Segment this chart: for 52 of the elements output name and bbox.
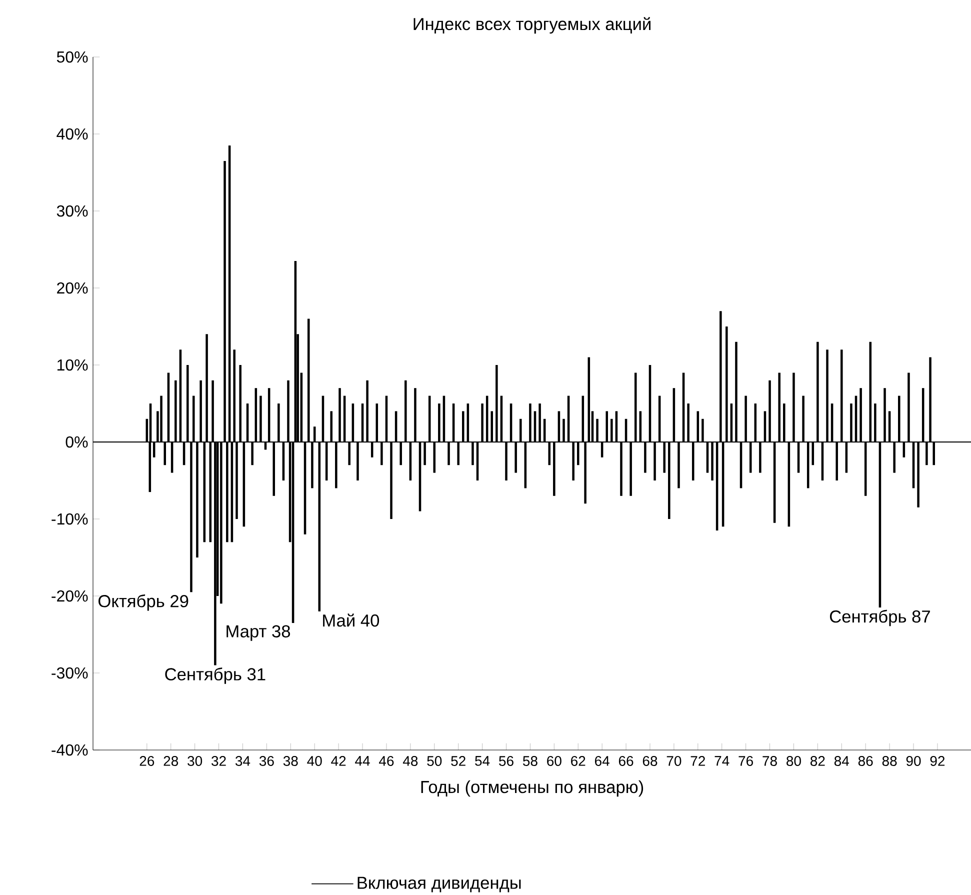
x-axis-title: Годы (отмечены по январю): [421, 780, 644, 797]
y-tick-label: 30%: [56, 205, 88, 217]
x-tick-label: 40: [307, 756, 322, 766]
x-tick-label: 84: [834, 756, 849, 766]
annotation: Сентябрь 87: [830, 610, 930, 626]
x-tick-label: 74: [714, 756, 730, 766]
annotation: Март 38: [226, 625, 290, 641]
x-tick-label: 52: [451, 756, 466, 766]
y-tick-label: 40%: [56, 128, 88, 140]
x-tick-label: 32: [212, 756, 226, 766]
x-tick-label: 76: [738, 756, 753, 766]
x-tick-label: 60: [547, 756, 562, 766]
y-tick-label: 10%: [57, 359, 88, 371]
x-tick-label: 86: [858, 756, 873, 766]
legend-label: Включая дивиденды: [358, 876, 521, 892]
x-tick-label: 72: [690, 756, 705, 766]
y-tick-label: -30%: [52, 667, 88, 679]
x-tick-label: 44: [355, 756, 370, 766]
x-tick-label: 30: [188, 756, 202, 766]
y-tick-label: -20%: [52, 590, 88, 602]
x-tick-label: 68: [642, 756, 658, 766]
chart-title: Индекс всех торгуемых акций: [414, 17, 650, 34]
x-tick-label: 38: [283, 756, 298, 766]
x-tick-label: 36: [259, 756, 274, 766]
annotation: Май 40: [323, 614, 380, 627]
x-tick-label: 54: [475, 756, 490, 766]
x-tick-label: 34: [235, 756, 250, 766]
annotation: Сентябрь 31: [165, 668, 266, 684]
annotation: Октябрь 29: [98, 594, 188, 611]
x-tick-label: 42: [331, 756, 346, 766]
x-tick-label: 80: [786, 756, 801, 766]
x-tick-label: 46: [378, 756, 394, 766]
y-tick-label: -40%: [52, 744, 88, 756]
x-tick-label: 28: [164, 756, 178, 766]
x-tick-label: 50: [427, 756, 442, 766]
x-tick-label: 64: [595, 756, 610, 766]
x-tick-label: 88: [882, 756, 897, 766]
x-tick-label: 58: [522, 756, 538, 766]
x-tick-label: 26: [140, 756, 154, 766]
x-tick-label: 48: [402, 756, 418, 766]
x-tick-label: 92: [930, 756, 945, 766]
y-tick-label: 20%: [57, 282, 88, 294]
x-tick-label: 56: [499, 756, 514, 766]
y-tick-label: 50%: [56, 51, 88, 63]
x-tick-label: 70: [666, 756, 682, 766]
x-tick-label: 90: [906, 756, 921, 766]
x-tick-label: 78: [762, 756, 777, 766]
y-tick-label: 0%: [66, 436, 88, 448]
x-tick-label: 82: [810, 756, 825, 766]
x-tick-label: 62: [571, 756, 586, 766]
y-tick-label: -10%: [52, 513, 88, 525]
x-tick-label: 66: [618, 756, 634, 766]
